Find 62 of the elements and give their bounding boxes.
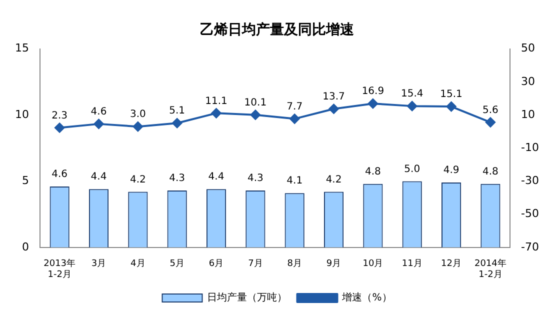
point (211, 108, 222, 118)
point (368, 98, 378, 109)
data-label: 4.3 (247, 173, 264, 184)
data-label: 2.3 (52, 110, 68, 122)
data-label: 15.4 (400, 88, 424, 100)
point (250, 110, 260, 120)
x-tick-label: 12月 (441, 259, 462, 270)
y2-tick-label: -70 (521, 240, 539, 254)
y2-tick-label: 50 (521, 42, 536, 55)
data-label: 5.1 (169, 106, 186, 117)
point (132, 122, 143, 132)
point (290, 114, 300, 124)
data-label: 4.8 (482, 166, 498, 178)
point (407, 101, 418, 112)
data-label: 4.6 (52, 169, 68, 180)
y2-tick-label: -10 (521, 140, 539, 154)
data-label: 7.7 (286, 101, 303, 112)
y-tick-label: 15 (14, 42, 29, 55)
x-tick-label: 3月 (91, 259, 106, 270)
data-label: 13.7 (322, 91, 345, 102)
data-label: 10.1 (244, 97, 267, 108)
data-label: 4.2 (326, 174, 342, 186)
data-label: 4.9 (443, 165, 460, 176)
x-tick-label: 7月 (248, 259, 263, 270)
y-tick-label: 0 (22, 240, 29, 254)
data-label: 4.8 (364, 166, 381, 178)
point (94, 118, 104, 129)
point (328, 104, 339, 114)
x-tick-label: 6月 (208, 259, 224, 270)
x-tick-label: 8月 (287, 259, 302, 270)
data-label: 4.4 (208, 172, 224, 183)
data-label: 4.1 (286, 176, 303, 187)
point (446, 102, 456, 112)
data-label: 4.4 (90, 172, 107, 183)
data-label: 5.0 (404, 164, 420, 175)
x-tick-label: 2014年 1-2月 (474, 258, 506, 280)
x-tick-label: 10月 (362, 259, 384, 270)
data-label: 16.9 (362, 86, 384, 98)
x-tick-label: 2013年 1-2月 (44, 258, 76, 280)
data-label: 5.6 (482, 104, 498, 116)
y-tick-label: 10 (14, 108, 29, 121)
data-label: 4.6 (90, 106, 107, 118)
x-tick-label: 11月 (402, 259, 422, 270)
y2-tick-label: 10 (521, 108, 536, 121)
y-tick-label: 5 (22, 174, 29, 188)
y2-tick-label: 30 (521, 74, 536, 88)
x-tick-label: 9月 (326, 259, 342, 270)
x-tick-label: 4月 (130, 259, 146, 270)
y2-tick-label: -30 (521, 174, 539, 188)
legend-label: 增速（%） (341, 292, 392, 304)
chart-title: 乙烯日均产量及同比增速 (200, 21, 355, 38)
x-tick-label: 5月 (170, 259, 184, 270)
data-label: 4.3 (169, 173, 186, 184)
data-label: 11.1 (205, 96, 228, 107)
y2-tick-label: -50 (521, 207, 539, 220)
data-label: 15.1 (440, 89, 462, 100)
data-label: 4.2 (130, 174, 146, 186)
point (485, 117, 496, 128)
data-label: 3.0 (130, 109, 146, 120)
point (172, 118, 182, 128)
point (54, 122, 65, 133)
legend-label: 日均产量（万吨） (207, 292, 288, 304)
